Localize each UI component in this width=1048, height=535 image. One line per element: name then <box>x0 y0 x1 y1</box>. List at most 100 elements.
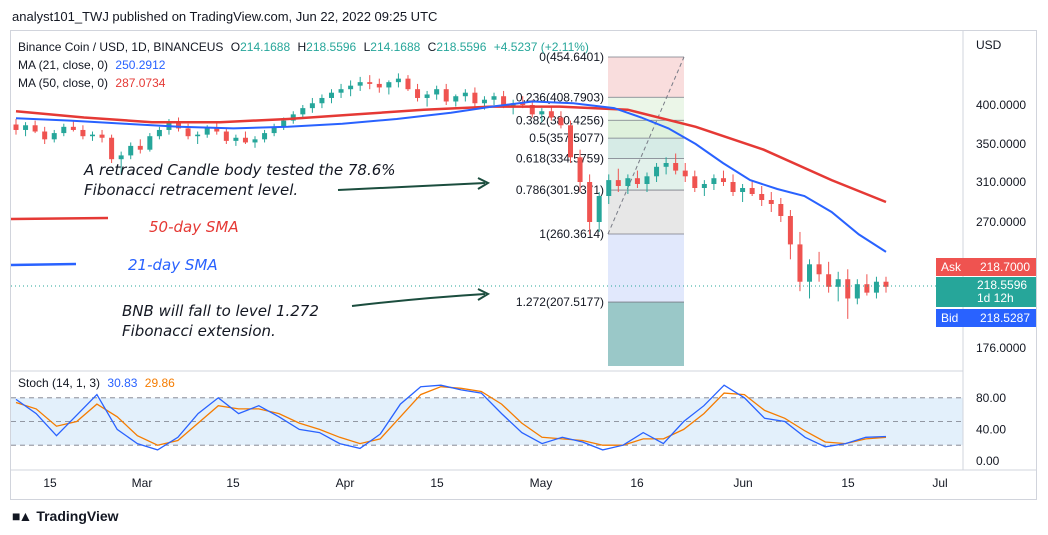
low-label: L <box>363 40 371 54</box>
candle-body <box>481 99 487 104</box>
candle-body <box>348 85 354 90</box>
candle-body <box>319 97 325 104</box>
low-value: 214.1688 <box>370 40 421 54</box>
candle-body <box>883 281 889 287</box>
fib-zone <box>608 57 684 98</box>
candle-body <box>797 244 803 282</box>
candle-body <box>415 89 421 98</box>
stoch-tick-label: 80.00 <box>976 391 1006 405</box>
candle-body <box>271 126 277 134</box>
candle-body <box>434 89 440 95</box>
candle-body <box>176 122 182 129</box>
candle-body <box>568 125 574 158</box>
ma21-line <box>15 100 887 253</box>
time-tick-label: 15 <box>43 476 57 490</box>
candle-body <box>204 128 210 135</box>
currency-label: USD <box>976 38 1002 52</box>
candle-body <box>32 125 38 132</box>
candle-body <box>23 125 29 130</box>
annotation-extension[interactable]: BNB will fall to level 1.272 Fibonacci e… <box>122 301 319 341</box>
change-value: +4.5237 (+2.11%) <box>493 40 589 54</box>
candle-body <box>51 133 57 140</box>
publish-header: analyst101_TWJ published on TradingView.… <box>12 9 438 24</box>
candle-body <box>281 120 287 127</box>
fib-level-label: 0(454.6401) <box>539 50 604 64</box>
fib-zone <box>608 120 684 139</box>
bid-value: 218.5287 <box>979 311 1030 325</box>
sma21-label: 21-day SMA <box>128 256 218 274</box>
time-tick-label: 15 <box>430 476 444 490</box>
candle-body <box>749 188 755 194</box>
candle-body <box>606 180 612 196</box>
candle-body <box>778 204 784 216</box>
candle-body <box>654 166 660 177</box>
candle-body <box>711 178 717 184</box>
candle-body <box>520 103 526 105</box>
ask-label: Ask <box>941 260 962 274</box>
candle-body <box>395 78 401 83</box>
candle-body <box>759 194 765 200</box>
annotation-retrace-line2: Fibonacci retracement level. <box>84 181 299 199</box>
open-label: O <box>230 40 241 54</box>
ma21-legend[interactable]: MA (21, close, 0) 250.2912 <box>18 58 169 72</box>
candle-body <box>577 157 583 182</box>
sma50-label: 50-day SMA <box>149 218 239 236</box>
price-tick-label: 400.0000 <box>976 98 1026 112</box>
bar-countdown: 1d 12h <box>977 291 1014 305</box>
candle-body <box>501 96 507 107</box>
candle-body <box>529 105 535 115</box>
ohlc-legend: Binance Coin / USD, 1D, BINANCEUS O 214.1… <box>18 40 593 54</box>
candle-body <box>634 178 640 184</box>
time-tick-label: Jun <box>733 476 752 490</box>
candle-body <box>873 281 879 293</box>
candle-body <box>587 182 593 222</box>
last-price-box: 218.5596 1d 12h <box>936 277 1036 307</box>
candle-body <box>491 96 497 100</box>
candle-body <box>195 134 201 137</box>
candle-body <box>443 89 449 102</box>
candle-body <box>13 124 19 130</box>
time-tick-label: Jul <box>932 476 947 490</box>
brand-name: TradingView <box>36 508 119 524</box>
fib-zone <box>608 97 684 121</box>
candle-body <box>214 128 220 132</box>
ma50-value: 287.0734 <box>115 76 166 90</box>
annotation-arrow <box>351 293 486 307</box>
candle-body <box>109 137 115 160</box>
candle-body <box>701 184 707 188</box>
time-tick-label: 15 <box>226 476 240 490</box>
high-value: 218.5596 <box>306 40 357 54</box>
symbol-title[interactable]: Binance Coin / USD, 1D, BINANCEUS <box>18 40 224 54</box>
candle-body <box>558 117 564 126</box>
candle-body <box>128 145 134 156</box>
fib-level-label: 0.5(357.5077) <box>529 131 604 145</box>
candle-body <box>596 196 602 222</box>
chart-frame[interactable] <box>10 30 1037 500</box>
candle-body <box>405 78 411 90</box>
ma21-value: 250.2912 <box>115 58 166 72</box>
stoch-k-value: 30.83 <box>107 376 138 390</box>
annotation-retrace[interactable]: A retraced Candle body tested the 78.6% … <box>84 160 396 200</box>
stoch-legend[interactable]: Stoch (14, 1, 3) 30.83 29.86 <box>18 376 179 390</box>
time-tick-label: 16 <box>630 476 644 490</box>
candle-body <box>835 279 841 287</box>
price-tick-label: 176.0000 <box>976 341 1026 355</box>
candle-body <box>864 284 870 293</box>
ma50-legend[interactable]: MA (50, close, 0) 287.0734 <box>18 76 169 90</box>
candle-body <box>462 92 468 97</box>
tradingview-brand[interactable]: ■▲ TradingView <box>12 508 119 524</box>
fib-level-label: 1.272(207.5177) <box>516 295 604 309</box>
candle-body <box>625 178 631 186</box>
candle-body <box>223 131 229 141</box>
time-tick-label: Apr <box>336 476 355 490</box>
candle-body <box>720 178 726 182</box>
ask-value: 218.7000 <box>979 260 1030 274</box>
fibonacci-tool: 0(454.6401)0.236(408.7903)0.382(380.4256… <box>516 50 685 366</box>
stoch-band <box>11 397 963 446</box>
candle-body <box>262 133 268 140</box>
candle-body <box>137 145 143 150</box>
time-tick-label: 15 <box>841 476 855 490</box>
candle-body <box>61 126 67 134</box>
sma21-swatch <box>10 262 77 267</box>
